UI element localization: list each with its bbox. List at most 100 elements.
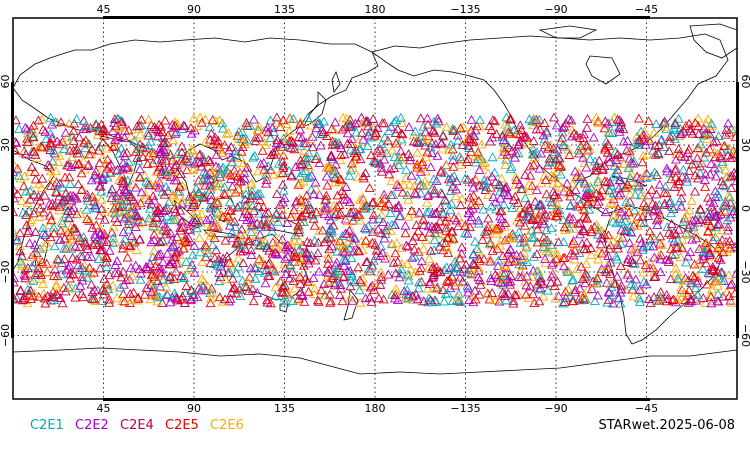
observation-marker <box>372 146 383 156</box>
legend: C2E1 C2E2 C2E4 C2E5 C2E6 <box>30 418 244 433</box>
observation-marker <box>663 256 674 266</box>
observation-marker <box>474 289 485 299</box>
observation-marker <box>287 295 298 305</box>
observation-marker <box>201 214 212 224</box>
observation-marker <box>671 228 682 238</box>
observation-marker <box>700 238 711 248</box>
observation-marker <box>334 235 345 245</box>
observation-marker <box>196 117 207 127</box>
observation-marker <box>446 235 457 245</box>
observation-marker <box>296 141 307 151</box>
observation-marker <box>271 138 282 148</box>
observation-marker <box>235 291 246 301</box>
observation-marker <box>670 120 681 130</box>
observation-marker <box>418 121 429 131</box>
observation-marker <box>465 192 476 202</box>
observation-marker <box>415 113 426 123</box>
observation-marker <box>47 156 58 166</box>
observation-marker <box>309 220 320 230</box>
observation-marker <box>280 242 291 252</box>
observation-marker <box>46 133 57 143</box>
observation-marker <box>213 135 224 145</box>
observation-marker <box>621 197 632 206</box>
observation-marker <box>603 118 614 128</box>
observation-marker <box>13 138 22 148</box>
observation-marker <box>487 245 498 255</box>
observation-marker <box>694 143 705 153</box>
observation-marker <box>284 136 295 146</box>
observation-marker <box>328 168 339 178</box>
observation-marker <box>87 294 98 304</box>
observation-marker <box>582 113 593 123</box>
observation-marker <box>367 197 378 207</box>
observation-marker <box>582 122 592 132</box>
observation-marker <box>210 132 221 142</box>
observation-marker <box>25 285 36 295</box>
observation-marker <box>462 268 473 277</box>
observation-marker <box>365 132 376 142</box>
observation-marker <box>451 263 462 273</box>
observation-marker <box>90 200 101 210</box>
observation-marker <box>677 243 688 253</box>
observation-marker <box>224 145 235 155</box>
observation-marker <box>372 122 383 132</box>
observation-marker <box>434 241 445 251</box>
observation-marker <box>375 194 386 204</box>
observation-marker <box>691 233 702 243</box>
observation-marker <box>379 189 390 199</box>
observation-marker <box>673 176 684 186</box>
observation-marker <box>87 239 98 249</box>
observation-marker <box>503 277 514 287</box>
observation-marker <box>339 261 350 271</box>
observation-marker <box>205 156 216 166</box>
observation-marker <box>467 137 478 147</box>
observation-marker <box>711 136 722 146</box>
observation-marker <box>707 263 718 273</box>
observation-marker <box>710 186 721 196</box>
observation-marker <box>473 262 484 272</box>
observation-marker <box>304 171 315 181</box>
observation-marker <box>53 157 64 167</box>
observation-marker <box>119 296 130 306</box>
observation-marker <box>538 241 549 251</box>
observation-marker <box>285 113 296 123</box>
observation-marker <box>310 177 321 187</box>
observation-marker <box>551 198 562 208</box>
observation-marker <box>200 136 211 146</box>
observation-marker <box>453 292 464 302</box>
observation-marker <box>246 213 257 223</box>
observation-marker <box>30 257 41 267</box>
observation-marker <box>690 214 701 224</box>
observation-marker <box>452 135 463 145</box>
observation-marker <box>323 162 333 172</box>
observation-marker <box>99 130 110 140</box>
observation-marker <box>315 140 326 150</box>
observation-marker <box>418 296 429 306</box>
observation-marker <box>116 120 127 129</box>
observation-marker <box>358 173 369 183</box>
observation-marker <box>579 129 589 139</box>
observation-marker <box>22 137 33 147</box>
observation-marker <box>345 208 356 217</box>
observation-marker <box>121 147 132 157</box>
observation-marker <box>681 215 692 225</box>
observation-marker <box>445 283 456 293</box>
observation-marker <box>244 235 255 245</box>
observation-marker <box>572 201 583 211</box>
observation-marker <box>435 167 446 177</box>
observation-marker <box>400 293 411 303</box>
observation-marker <box>278 185 289 195</box>
observation-marker <box>168 240 179 250</box>
observation-marker <box>338 271 349 281</box>
observation-marker <box>303 286 314 296</box>
observation-marker <box>528 144 539 154</box>
observation-marker <box>374 213 385 223</box>
observation-marker <box>678 217 689 226</box>
observation-marker <box>680 295 691 305</box>
coastline-tasmania <box>279 303 289 313</box>
lat-tick-label-left: −60 <box>0 324 12 347</box>
observation-marker <box>375 144 386 154</box>
observation-marker <box>670 263 681 273</box>
observation-marker <box>339 247 350 257</box>
observation-marker <box>447 271 458 281</box>
